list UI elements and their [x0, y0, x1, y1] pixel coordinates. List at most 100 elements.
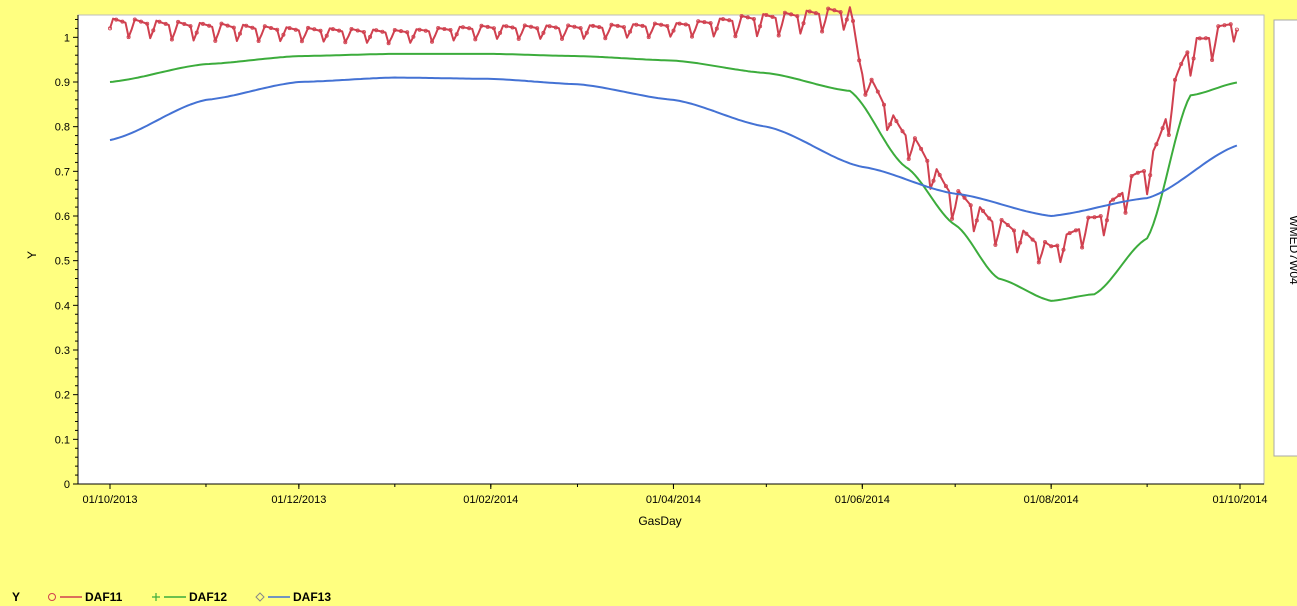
- data-point-daf11: [299, 39, 304, 44]
- data-point-daf11: [448, 27, 453, 32]
- data-point-daf11: [194, 30, 199, 35]
- data-point-daf11: [454, 32, 459, 37]
- data-point-daf11: [690, 34, 695, 39]
- data-point-daf11: [392, 27, 397, 32]
- data-point-daf11: [869, 77, 874, 82]
- data-point-daf11: [479, 23, 484, 28]
- data-point-daf11: [683, 22, 688, 27]
- data-point-daf11: [621, 25, 626, 30]
- data-point-daf11: [708, 21, 713, 26]
- data-point-daf11: [900, 129, 905, 134]
- x-tick-label: 01/02/2014: [463, 494, 518, 506]
- data-point-daf11: [491, 26, 496, 31]
- x-tick-label: 01/08/2014: [1024, 494, 1079, 506]
- data-point-daf11: [721, 17, 726, 22]
- x-axis: 01/10/2013 01/12/2013 01/02/2014 01/04/2014…: [78, 483, 1268, 506]
- data-point-daf11: [535, 26, 540, 31]
- data-point-daf11: [1036, 260, 1041, 265]
- data-point-daf11: [727, 18, 732, 23]
- data-point-daf11: [114, 17, 119, 22]
- data-point-daf11: [151, 28, 156, 33]
- data-point-daf11: [541, 30, 546, 35]
- data-point-daf11: [795, 14, 800, 19]
- data-point-daf11: [1148, 173, 1153, 178]
- data-point-daf11: [1166, 132, 1171, 137]
- data-point-daf11: [138, 19, 143, 24]
- data-point-daf11: [405, 30, 410, 35]
- data-point-daf11: [510, 25, 515, 30]
- legend-label: DAF12: [189, 590, 227, 604]
- data-point-daf11: [287, 26, 292, 31]
- series-line-daf13: [109, 76, 1238, 217]
- x-tick-label: 01/10/2014: [1212, 494, 1267, 506]
- data-point-daf11: [751, 16, 756, 21]
- data-point-daf11: [423, 28, 428, 33]
- y-tick-label: 0.3: [55, 345, 70, 357]
- data-point-daf11: [188, 24, 193, 29]
- data-point-daf11: [293, 27, 298, 32]
- data-point-daf11: [157, 19, 162, 24]
- data-point-daf11: [615, 23, 620, 28]
- data-point-daf11: [318, 28, 323, 33]
- data-point-daf11: [578, 26, 583, 31]
- data-point-daf11: [163, 21, 168, 26]
- data-point-daf11: [1203, 36, 1208, 41]
- y-tick-label: 0.4: [55, 300, 70, 312]
- data-point-daf11: [1228, 22, 1233, 27]
- data-point-daf11: [832, 8, 837, 13]
- data-point-daf11: [956, 189, 961, 194]
- legend-title: Y: [12, 590, 20, 604]
- data-point-daf11: [733, 34, 738, 39]
- data-point-daf11: [374, 28, 379, 33]
- data-point-daf11: [925, 158, 930, 163]
- data-point-daf11: [1018, 240, 1023, 245]
- data-point-daf11: [516, 36, 521, 41]
- data-point-daf11: [250, 25, 255, 30]
- data-point-daf11: [851, 18, 856, 23]
- data-point-daf11: [782, 10, 787, 15]
- legend-label: DAF13: [293, 590, 331, 604]
- data-point-daf11: [231, 25, 236, 30]
- panel-strip: [1273, 19, 1297, 457]
- data-point-daf11: [993, 242, 998, 247]
- data-point-daf11: [981, 208, 986, 213]
- data-point-daf11: [807, 9, 812, 14]
- data-point-daf11: [442, 26, 447, 31]
- x-tick-label: 01/12/2013: [271, 494, 326, 506]
- data-point-daf11: [597, 25, 602, 30]
- y-tick-label: 0.2: [55, 390, 70, 402]
- data-point-daf11: [1185, 50, 1190, 55]
- y-tick-label: 1: [64, 32, 70, 44]
- data-point-daf11: [659, 22, 664, 27]
- data-point-daf11: [875, 89, 880, 94]
- data-point-daf11: [739, 13, 744, 18]
- y-axis-label: Y: [25, 251, 39, 259]
- data-point-daf11: [169, 37, 174, 42]
- data-point-daf11: [429, 39, 434, 44]
- data-point-daf11: [665, 23, 670, 28]
- data-point-daf11: [609, 22, 614, 27]
- data-point-daf11: [145, 21, 150, 26]
- data-point-daf11: [826, 6, 831, 11]
- data-point-daf11: [262, 24, 267, 29]
- data-point-daf11: [355, 28, 360, 33]
- data-point-daf11: [485, 24, 490, 29]
- data-point-daf11: [219, 21, 224, 26]
- data-point-daf11: [529, 24, 534, 29]
- data-point-daf11: [1080, 245, 1085, 250]
- data-point-daf11: [1111, 197, 1116, 202]
- data-point-daf11: [1222, 23, 1227, 28]
- data-point-daf11: [931, 178, 936, 183]
- data-point-daf11: [1067, 231, 1072, 236]
- y-tick-label: 0.5: [55, 256, 70, 268]
- data-point-daf11: [634, 22, 639, 27]
- data-point-daf11: [553, 25, 558, 30]
- data-point-daf11: [1160, 126, 1165, 131]
- data-point-daf11: [1092, 215, 1097, 220]
- data-point-daf11: [1154, 142, 1159, 147]
- data-point-daf11: [572, 24, 577, 29]
- legend: Y DAF11 DAF12 DAF13: [12, 590, 331, 604]
- data-point-daf11: [547, 24, 552, 29]
- data-point-daf11: [1210, 58, 1215, 63]
